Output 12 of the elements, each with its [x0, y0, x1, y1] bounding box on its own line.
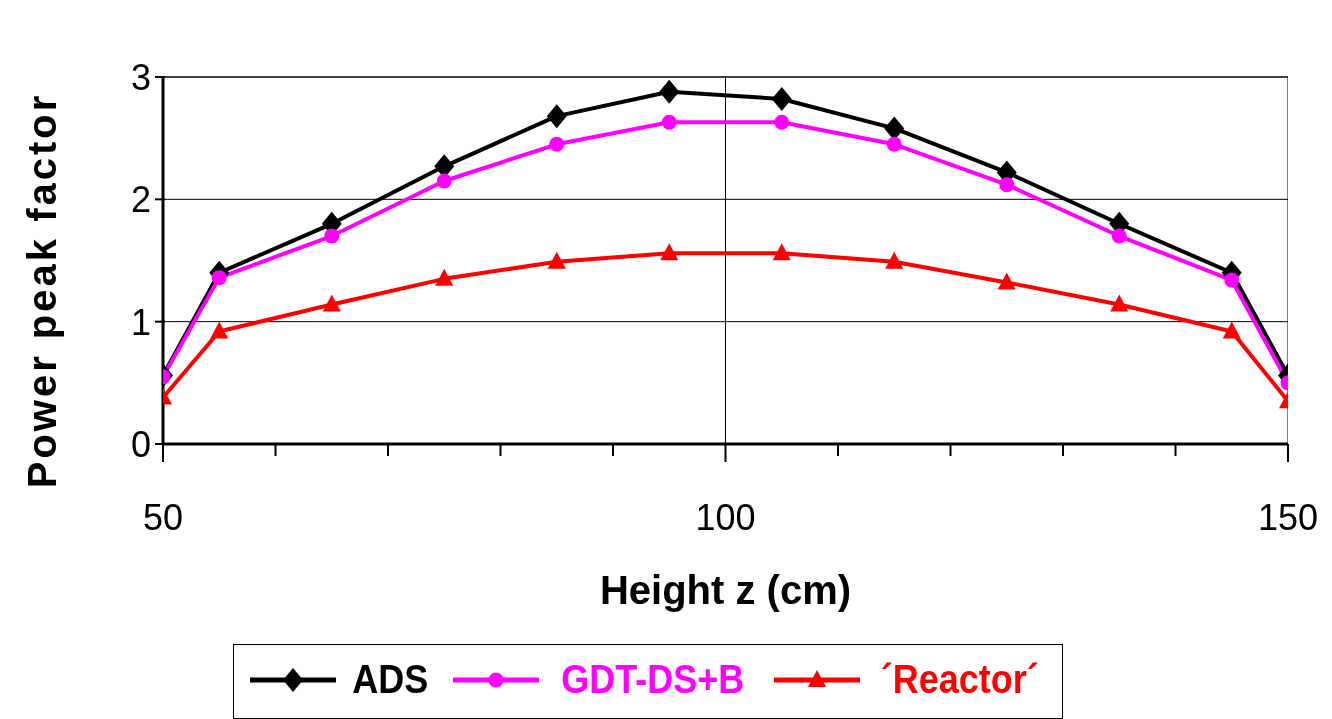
y-tick-label: 2: [130, 179, 151, 221]
x-tick-label: 50: [142, 497, 184, 538]
y-tick-label: 0: [130, 424, 151, 465]
y-tick-label: 3: [130, 57, 151, 98]
legend-label: GDT-DS+B: [560, 657, 744, 702]
y-tick-label: 1: [130, 301, 151, 343]
x-axis-title: Height z (cm): [599, 568, 852, 613]
legend-label: ADS: [352, 657, 429, 702]
legend-label: ´Reactor´: [880, 657, 1039, 702]
x-tick-label: 150: [1257, 497, 1319, 538]
x-tick-label: 100: [695, 497, 756, 538]
y-axis-title: Power peak factor: [20, 92, 64, 489]
